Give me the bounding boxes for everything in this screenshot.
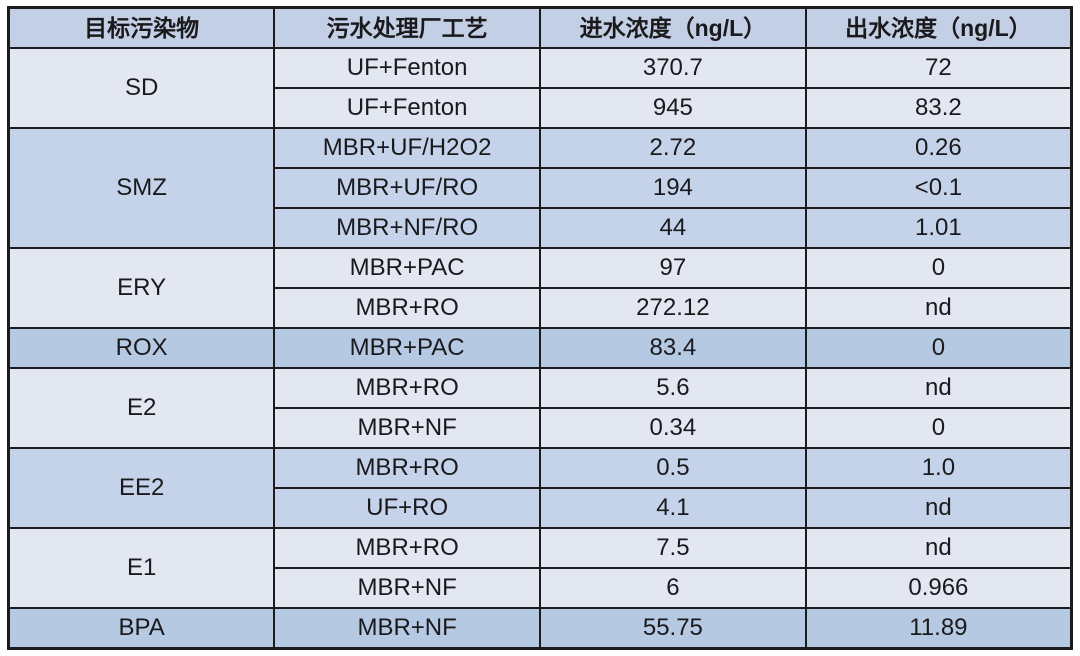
table-row: ERY MBR+PAC 97 0 — [7, 247, 1073, 329]
effluent-cell: nd — [804, 527, 1073, 569]
effluent-cell: 0.966 — [804, 567, 1073, 609]
effluent-cell: 11.89 — [804, 607, 1073, 650]
table-container: 目标污染物 污水处理厂工艺 进水浓度（ng/L） 出水浓度（ng/L） SD UF… — [7, 6, 1073, 650]
influent-cell: 194 — [539, 167, 807, 209]
process-cell: UF+RO — [273, 487, 541, 529]
process-cell: MBR+PAC — [273, 327, 541, 369]
process-cell: MBR+RO — [273, 367, 541, 409]
table-row: SD UF+Fenton 370.7 72 — [7, 47, 1073, 129]
effluent-cell: nd — [804, 487, 1073, 529]
table-row: E2 MBR+RO 5.6 nd — [7, 367, 1073, 449]
header-influent-concentration: 进水浓度（ng/L） — [539, 6, 807, 49]
table-row: UF+Fenton 945 83.2 — [9, 87, 1073, 129]
table-row: UF+RO 4.1 nd — [9, 487, 1073, 529]
effluent-cell: 0 — [804, 327, 1073, 369]
pollutant-cell: EE2 — [7, 447, 276, 529]
influent-cell: 5.6 — [539, 367, 807, 409]
effluent-cell: 0 — [804, 407, 1073, 449]
influent-cell: 44 — [539, 207, 807, 249]
influent-cell: 0.34 — [539, 407, 807, 449]
table-row: MBR+NF 6 0.966 — [9, 567, 1073, 609]
pollutant-cell: SD — [7, 47, 276, 129]
influent-cell: 7.5 — [539, 527, 807, 569]
table-row: SMZ MBR+UF/H2O2 2.72 0.26 — [7, 127, 1073, 249]
process-cell: MBR+NF — [273, 567, 541, 609]
effluent-cell: 1.01 — [804, 207, 1073, 249]
process-cell: UF+Fenton — [273, 47, 541, 89]
table-row: BPA MBR+NF 55.75 11.89 — [7, 607, 1073, 650]
table-row: MBR+NF 0.34 0 — [9, 407, 1073, 449]
table-header: 目标污染物 污水处理厂工艺 进水浓度（ng/L） 出水浓度（ng/L） — [7, 6, 1073, 49]
influent-cell: 0.5 — [539, 447, 807, 489]
table-row: MBR+NF/RO 44 1.01 — [9, 207, 1073, 249]
pollutant-cell: ERY — [7, 247, 276, 329]
header-treatment-process: 污水处理厂工艺 — [273, 6, 541, 49]
pollutant-cell: BPA — [7, 607, 276, 650]
effluent-cell: 72 — [804, 47, 1073, 89]
table-body: SD UF+Fenton 370.7 72 UF+Fenton 945 83.2 SMZ MBR… — [7, 47, 1073, 650]
process-cell: MBR+UF/H2O2 — [273, 127, 541, 169]
process-cell: MBR+RO — [273, 447, 541, 489]
effluent-cell: nd — [804, 287, 1073, 329]
effluent-cell: 83.2 — [804, 87, 1073, 129]
influent-cell: 6 — [539, 567, 807, 609]
pollutant-cell: SMZ — [7, 127, 276, 249]
effluent-cell: <0.1 — [804, 167, 1073, 209]
influent-cell: 97 — [539, 247, 807, 289]
process-cell: MBR+NF/RO — [273, 207, 541, 249]
influent-cell: 370.7 — [539, 47, 807, 89]
pollutant-cell: E2 — [7, 367, 276, 449]
influent-cell: 55.75 — [539, 607, 807, 650]
effluent-cell: nd — [804, 367, 1073, 409]
table-row: ROX MBR+PAC 83.4 0 — [7, 327, 1073, 369]
process-cell: MBR+RO — [273, 527, 541, 569]
header-row: 目标污染物 污水处理厂工艺 进水浓度（ng/L） 出水浓度（ng/L） — [7, 6, 1073, 49]
table-row: MBR+RO 272.12 nd — [9, 287, 1073, 329]
process-cell: MBR+UF/RO — [273, 167, 541, 209]
effluent-cell: 0 — [804, 247, 1073, 289]
influent-cell: 2.72 — [539, 127, 807, 169]
influent-cell: 272.12 — [539, 287, 807, 329]
table-row: EE2 MBR+RO 0.5 1.0 — [7, 447, 1073, 529]
header-effluent-concentration: 出水浓度（ng/L） — [804, 6, 1073, 49]
effluent-cell: 0.26 — [804, 127, 1073, 169]
table-row: MBR+UF/RO 194 <0.1 — [9, 167, 1073, 209]
table-row: E1 MBR+RO 7.5 nd — [7, 527, 1073, 609]
pollutant-cell: ROX — [7, 327, 276, 369]
process-cell: UF+Fenton — [273, 87, 541, 129]
influent-cell: 4.1 — [539, 487, 807, 529]
process-cell: MBR+PAC — [273, 247, 541, 289]
influent-cell: 945 — [539, 87, 807, 129]
effluent-cell: 1.0 — [804, 447, 1073, 489]
process-cell: MBR+NF — [273, 407, 541, 449]
influent-cell: 83.4 — [539, 327, 807, 369]
pollutant-cell: E1 — [7, 527, 276, 609]
header-target-pollutant: 目标污染物 — [7, 6, 276, 49]
pollutant-table: 目标污染物 污水处理厂工艺 进水浓度（ng/L） 出水浓度（ng/L） SD UF… — [7, 6, 1073, 650]
process-cell: MBR+NF — [273, 607, 541, 650]
process-cell: MBR+RO — [273, 287, 541, 329]
